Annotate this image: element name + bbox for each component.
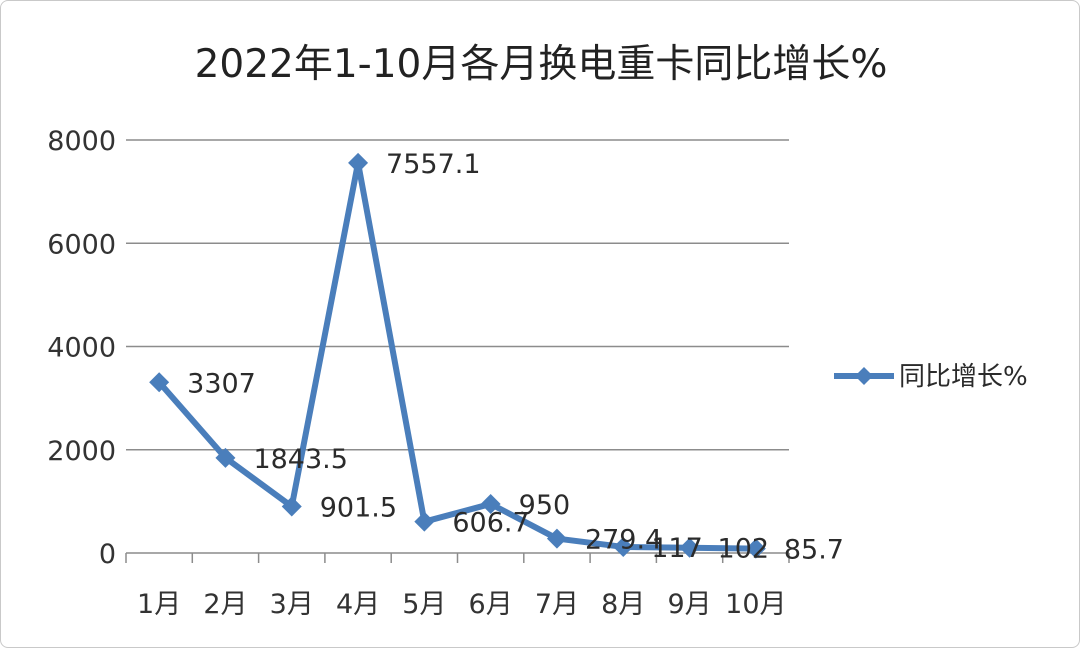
y-tick-label: 2000 xyxy=(47,436,116,467)
legend-label: 同比增长% xyxy=(899,362,1028,392)
x-tick-label: 6月 xyxy=(469,589,513,620)
data-label: 102 xyxy=(718,534,770,565)
x-tick-label: 9月 xyxy=(667,589,711,620)
x-tick-label: 5月 xyxy=(402,589,446,620)
x-tick-label: 3月 xyxy=(270,589,314,620)
data-label: 901.5 xyxy=(320,492,397,523)
data-label: 1843.5 xyxy=(253,444,347,475)
x-tick-label: 4月 xyxy=(336,589,380,620)
x-tick-label: 10月 xyxy=(725,589,786,620)
x-tick-label: 8月 xyxy=(601,589,645,620)
data-label: 279.4 xyxy=(585,525,662,556)
y-axis-ticks: 0 2000 4000 6000 8000 xyxy=(47,126,116,570)
legend: 同比增长% xyxy=(834,362,1028,392)
axes xyxy=(125,552,790,563)
data-point-marker xyxy=(281,496,302,517)
data-point-marker xyxy=(679,537,700,558)
data-point-marker xyxy=(149,372,170,393)
x-tick-label: 1月 xyxy=(137,589,181,620)
data-label: 117 xyxy=(651,533,703,564)
chart-title: 2022年1-10月各月换电重卡同比增长% xyxy=(195,42,888,87)
data-point-marker xyxy=(215,447,236,468)
y-tick-label: 4000 xyxy=(47,333,116,364)
legend-diamond-icon xyxy=(855,367,873,385)
x-axis-ticks: 1月 2月 3月 4月 5月 6月 7月 8月 9月 10月 xyxy=(137,589,786,620)
gridlines xyxy=(126,139,789,451)
x-tick-label: 7月 xyxy=(535,589,579,620)
data-point-marker xyxy=(414,511,435,532)
series-line xyxy=(156,159,756,552)
y-tick-label: 0 xyxy=(99,539,116,570)
data-point-marker xyxy=(348,152,369,173)
data-point-marker xyxy=(480,493,501,514)
data-point-marker xyxy=(546,528,567,549)
data-point-marker xyxy=(613,536,634,557)
data-point-marker xyxy=(745,538,766,559)
y-tick-label: 8000 xyxy=(47,126,116,157)
y-tick-label: 6000 xyxy=(47,229,116,260)
data-label: 950 xyxy=(519,490,571,521)
series-group xyxy=(149,152,766,559)
x-tick-label: 2月 xyxy=(203,589,247,620)
data-label: 85.7 xyxy=(784,535,844,566)
data-label: 3307 xyxy=(187,368,256,399)
data-label: 606.7 xyxy=(452,508,529,539)
data-label: 7557.1 xyxy=(386,149,480,180)
